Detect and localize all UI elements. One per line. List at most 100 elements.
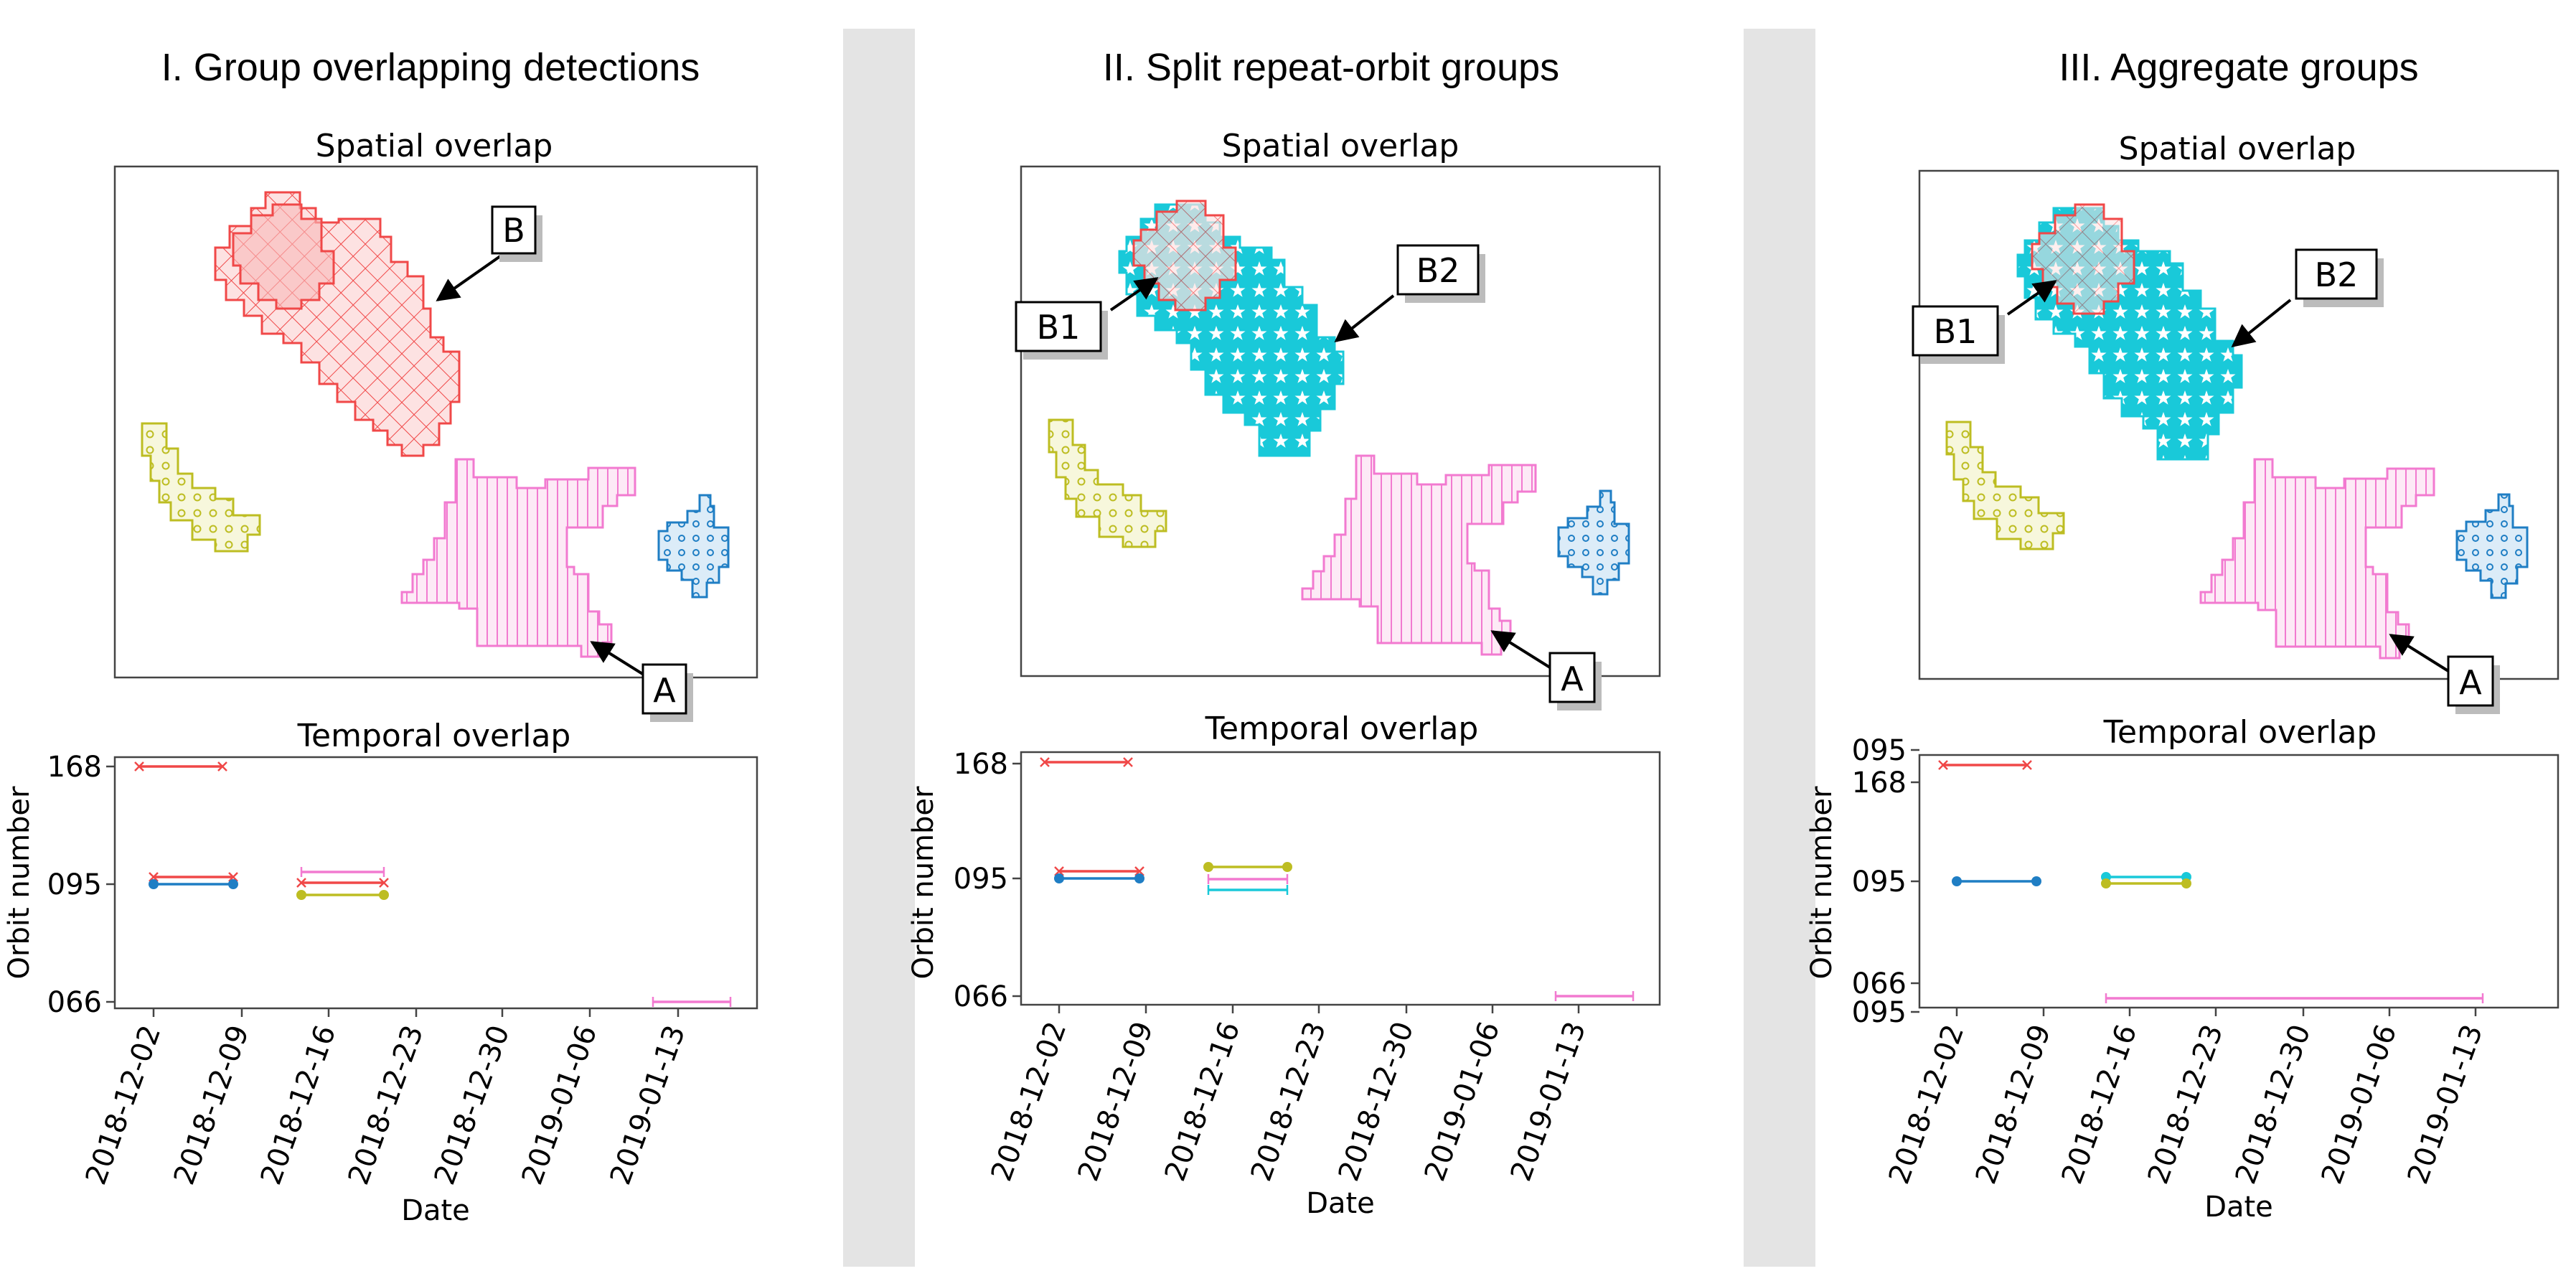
- x-tick-label: 2019-01-13: [604, 1021, 692, 1189]
- group-b1-red-footprint: [2031, 203, 2135, 315]
- panel-title: III. Aggregate groups: [2059, 46, 2418, 89]
- blue-footprint: [2455, 493, 2529, 599]
- callout-a-arrow: [2389, 634, 2450, 672]
- interval-endpoint: [1134, 873, 1144, 883]
- x-axis-label: Date: [401, 1194, 470, 1227]
- x-tick-label: 2018-12-09: [168, 1021, 256, 1189]
- callout-b2-arrow: [2231, 299, 2292, 347]
- olive-footprint: [1048, 418, 1167, 548]
- x-tick-label: 2018-12-16: [2056, 1021, 2144, 1188]
- interval-endpoint: [379, 890, 389, 900]
- interval-endpoint: [228, 879, 238, 889]
- callout-b1-label: B1: [1934, 312, 1978, 351]
- x-tick-label: 2018-12-23: [342, 1021, 431, 1189]
- x-tick-label: 2019-01-06: [516, 1021, 604, 1189]
- callout-b1-arrow: [1109, 277, 1159, 311]
- spatial-title: Spatial overlap: [1222, 128, 1459, 164]
- x-tick-label: 2019-01-06: [2316, 1021, 2404, 1188]
- interval-endpoint: [1054, 866, 1064, 876]
- callout-a-arrow: [590, 641, 651, 680]
- blue-footprint: [657, 494, 730, 599]
- callout-b-label: B: [502, 211, 525, 250]
- x-axis-label: Date: [2204, 1191, 2273, 1224]
- y-tick-label: 066: [47, 986, 102, 1019]
- panel-title: I. Group overlapping detections: [161, 46, 700, 89]
- x-tick-label: 2018-12-16: [1159, 1018, 1247, 1186]
- interval-endpoint: [134, 761, 144, 771]
- y-tick-label: 095: [1852, 996, 1907, 1029]
- callout-a-box: [2447, 655, 2494, 707]
- x-tick-label: 2019-01-13: [2402, 1021, 2490, 1188]
- panel-title: II. Split repeat-orbit groups: [1103, 46, 1559, 89]
- interval-endpoint: [2101, 878, 2111, 888]
- interval-endpoint: [1123, 757, 1133, 767]
- spatial-title: Spatial overlap: [2119, 131, 2356, 167]
- y-tick-label: 168: [1852, 766, 1907, 799]
- panel-3: III. Aggregate groups Spatial overlap B1…: [1805, 46, 2559, 1224]
- callout-a-box: [1548, 652, 1596, 703]
- callout-b2-label: B2: [2315, 255, 2359, 294]
- x-tick-label: 2018-12-30: [428, 1021, 517, 1189]
- divider-1: [843, 29, 915, 1267]
- y-tick-label: 066: [954, 980, 1008, 1013]
- group-a-pink-footprint: [400, 458, 636, 658]
- callout-a-label: A: [2459, 663, 2482, 702]
- x-tick-label: 2018-12-09: [1970, 1021, 2058, 1188]
- interval-endpoint: [296, 890, 306, 900]
- callout-b2-box: [2295, 248, 2378, 300]
- y-tick-label: 095: [1852, 734, 1907, 767]
- callout-a-box: [641, 663, 687, 715]
- interval-endpoint: [296, 878, 306, 888]
- callout-b2-arrow: [1334, 294, 1395, 342]
- temporal-title: Temporal overlap: [297, 718, 571, 754]
- temporal-frame: [113, 756, 758, 1010]
- panel-1: I. Group overlapping detections Spatial …: [3, 46, 758, 1227]
- y-tick-label: 095: [47, 868, 102, 901]
- spatial-title: Spatial overlap: [316, 128, 553, 164]
- y-axis-label: Orbit number: [1805, 786, 1838, 980]
- x-tick-label: 2018-12-02: [1883, 1021, 1971, 1188]
- x-tick-label: 2019-01-13: [1505, 1018, 1593, 1186]
- group-b1-red-footprint: [1132, 200, 1237, 311]
- olive-footprint: [1945, 421, 2065, 550]
- callout-b-arrow: [436, 253, 504, 301]
- interval-endpoint: [1952, 876, 1962, 886]
- x-tick-label: 2019-01-06: [1419, 1018, 1507, 1186]
- x-tick-label: 2018-12-23: [2142, 1021, 2230, 1188]
- callout-b1-arrow: [2006, 280, 2057, 316]
- x-tick-label: 2018-12-09: [1072, 1018, 1160, 1186]
- x-tick-label: 2018-12-02: [985, 1018, 1073, 1186]
- callout-a-arrow: [1490, 630, 1551, 669]
- interval-endpoint: [1938, 760, 1948, 770]
- callout-b1-label: B1: [1037, 308, 1081, 347]
- y-tick-label: 168: [954, 748, 1008, 781]
- y-tick-label: 168: [47, 751, 102, 784]
- x-axis-label: Date: [1306, 1187, 1375, 1220]
- panel-2: II. Split repeat-orbit groups Spatial ov…: [907, 46, 1661, 1220]
- interval-endpoint: [228, 872, 238, 882]
- olive-footprint: [141, 422, 261, 553]
- y-tick-label: 066: [1852, 967, 1907, 1000]
- callout-b2-box: [1396, 244, 1480, 296]
- interval-endpoint: [2181, 878, 2191, 888]
- x-tick-label: 2018-12-30: [1332, 1018, 1421, 1186]
- x-tick-label: 2018-12-23: [1245, 1018, 1333, 1186]
- temporal-title: Temporal overlap: [1205, 710, 1479, 747]
- y-axis-label: Orbit number: [907, 786, 940, 980]
- group-a-pink-footprint: [1301, 454, 1537, 656]
- interval-endpoint: [1054, 873, 1064, 883]
- divider-2: [1744, 29, 1815, 1267]
- interval-endpoint: [217, 761, 227, 771]
- x-tick-label: 2018-12-30: [2229, 1021, 2318, 1188]
- interval-endpoint: [149, 872, 159, 882]
- temporal-title: Temporal overlap: [2103, 714, 2377, 751]
- x-tick-label: 2018-12-16: [255, 1021, 343, 1189]
- group-b-overlap-footprint: [232, 203, 335, 310]
- callout-b1-box: [1912, 305, 1999, 357]
- x-tick-label: 2018-12-02: [80, 1021, 168, 1189]
- interval-endpoint: [149, 879, 159, 889]
- interval-endpoint: [1282, 862, 1292, 872]
- interval-endpoint: [1203, 862, 1213, 872]
- interval-endpoint: [2031, 876, 2041, 886]
